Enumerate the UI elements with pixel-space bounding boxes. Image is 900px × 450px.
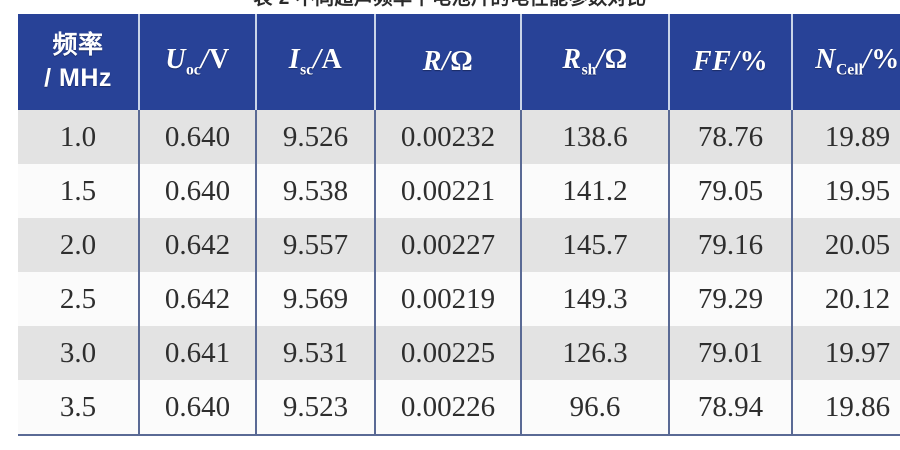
cell-ncell: 19.89 [792, 110, 900, 164]
cell-r: 0.00226 [375, 380, 522, 436]
cell-ncell: 20.12 [792, 272, 900, 326]
column-header-uoc: Uoc/V [139, 14, 257, 110]
table-body: 1.0 0.640 9.526 0.00232 138.6 78.76 19.8… [18, 110, 900, 436]
table-header: 频率 / MHz Uoc/V Isc/A R/Ω Rsh/Ω FF/% [18, 14, 900, 110]
cell-uoc: 0.642 [139, 218, 257, 272]
header-ff-slash: / [731, 46, 740, 77]
header-ncell-unit: % [871, 44, 900, 76]
table-row: 1.0 0.640 9.526 0.00232 138.6 78.76 19.8… [18, 110, 900, 164]
column-header-rsh: Rsh/Ω [521, 14, 670, 110]
cell-rsh: 126.3 [521, 326, 670, 380]
cell-isc: 9.531 [256, 326, 376, 380]
header-ff-unit: % [739, 46, 769, 77]
cell-uoc: 0.640 [139, 164, 257, 218]
cell-frequency: 3.5 [18, 380, 140, 436]
header-frequency-unit: / MHz [44, 64, 112, 92]
header-rsh-symbol: R [562, 44, 582, 76]
table-caption-clipped: 表 2 不同超声频率下电池片的电性能参数对比 [0, 0, 900, 14]
cell-isc: 9.538 [256, 164, 376, 218]
header-r-unit: Ω [450, 46, 474, 77]
header-isc-unit: A [321, 44, 343, 76]
header-frequency-cn: 频率 [52, 31, 104, 59]
cell-isc: 9.523 [256, 380, 376, 436]
table-caption-text: 表 2 不同超声频率下电池片的电性能参数对比 [0, 0, 900, 10]
cell-uoc: 0.640 [139, 110, 257, 164]
cell-r: 0.00221 [375, 164, 522, 218]
cell-rsh: 145.7 [521, 218, 670, 272]
cell-r: 0.00227 [375, 218, 522, 272]
cell-frequency: 2.5 [18, 272, 140, 326]
table-row: 2.5 0.642 9.569 0.00219 149.3 79.29 20.1… [18, 272, 900, 326]
table-row: 2.0 0.642 9.557 0.00227 145.7 79.16 20.0… [18, 218, 900, 272]
header-ncell-slash: / [862, 44, 872, 76]
cell-rsh: 138.6 [521, 110, 670, 164]
header-uoc-symbol: U [165, 44, 186, 76]
header-r-slash: / [441, 46, 451, 77]
cell-ncell: 19.95 [792, 164, 900, 218]
cell-rsh: 141.2 [521, 164, 670, 218]
column-header-frequency: 频率 / MHz [18, 14, 140, 110]
table-row: 1.5 0.640 9.538 0.00221 141.2 79.05 19.9… [18, 164, 900, 218]
header-rsh-subscript: sh [581, 61, 597, 79]
cell-r: 0.00232 [375, 110, 522, 164]
header-r-symbol: R [422, 46, 442, 77]
header-isc-symbol: I [288, 44, 301, 76]
header-isc-slash: / [313, 44, 322, 76]
cell-ncell: 19.97 [792, 326, 900, 380]
cell-isc: 9.569 [256, 272, 376, 326]
header-ncell-symbol: N [815, 44, 836, 76]
header-uoc-subscript: oc [185, 61, 201, 79]
column-header-ff: FF/% [669, 14, 793, 110]
column-header-isc: Isc/A [256, 14, 376, 110]
cell-rsh: 149.3 [521, 272, 670, 326]
cell-uoc: 0.641 [139, 326, 257, 380]
cell-isc: 9.526 [256, 110, 376, 164]
header-isc-subscript: sc [300, 61, 314, 79]
cell-ff: 79.29 [669, 272, 793, 326]
header-uoc-slash: / [200, 44, 210, 76]
cell-uoc: 0.642 [139, 272, 257, 326]
cell-uoc: 0.640 [139, 380, 257, 436]
cell-frequency: 2.0 [18, 218, 140, 272]
cell-ff: 78.94 [669, 380, 793, 436]
header-rsh-unit: Ω [604, 44, 628, 76]
header-row: 频率 / MHz Uoc/V Isc/A R/Ω Rsh/Ω FF/% [18, 14, 900, 110]
cell-ff: 78.76 [669, 110, 793, 164]
header-uoc-unit: V [209, 44, 230, 76]
cell-r: 0.00219 [375, 272, 522, 326]
cell-rsh: 96.6 [521, 380, 670, 436]
cell-frequency: 1.0 [18, 110, 140, 164]
column-header-r: R/Ω [375, 14, 522, 110]
cell-isc: 9.557 [256, 218, 376, 272]
cell-ff: 79.16 [669, 218, 793, 272]
cell-ff: 79.01 [669, 326, 793, 380]
header-ff-symbol: FF [692, 46, 732, 77]
column-header-ncell: NCell/% [792, 14, 900, 110]
table-row: 3.5 0.640 9.523 0.00226 96.6 78.94 19.86 [18, 380, 900, 436]
cell-ff: 79.05 [669, 164, 793, 218]
cell-r: 0.00225 [375, 326, 522, 380]
header-ncell-subscript: Cell [835, 61, 863, 79]
parameters-table: 频率 / MHz Uoc/V Isc/A R/Ω Rsh/Ω FF/% [18, 14, 900, 436]
cell-frequency: 3.0 [18, 326, 140, 380]
cell-ncell: 20.05 [792, 218, 900, 272]
cell-ncell: 19.86 [792, 380, 900, 436]
cell-frequency: 1.5 [18, 164, 140, 218]
table-row: 3.0 0.641 9.531 0.00225 126.3 79.01 19.9… [18, 326, 900, 380]
header-rsh-slash: / [596, 44, 605, 76]
